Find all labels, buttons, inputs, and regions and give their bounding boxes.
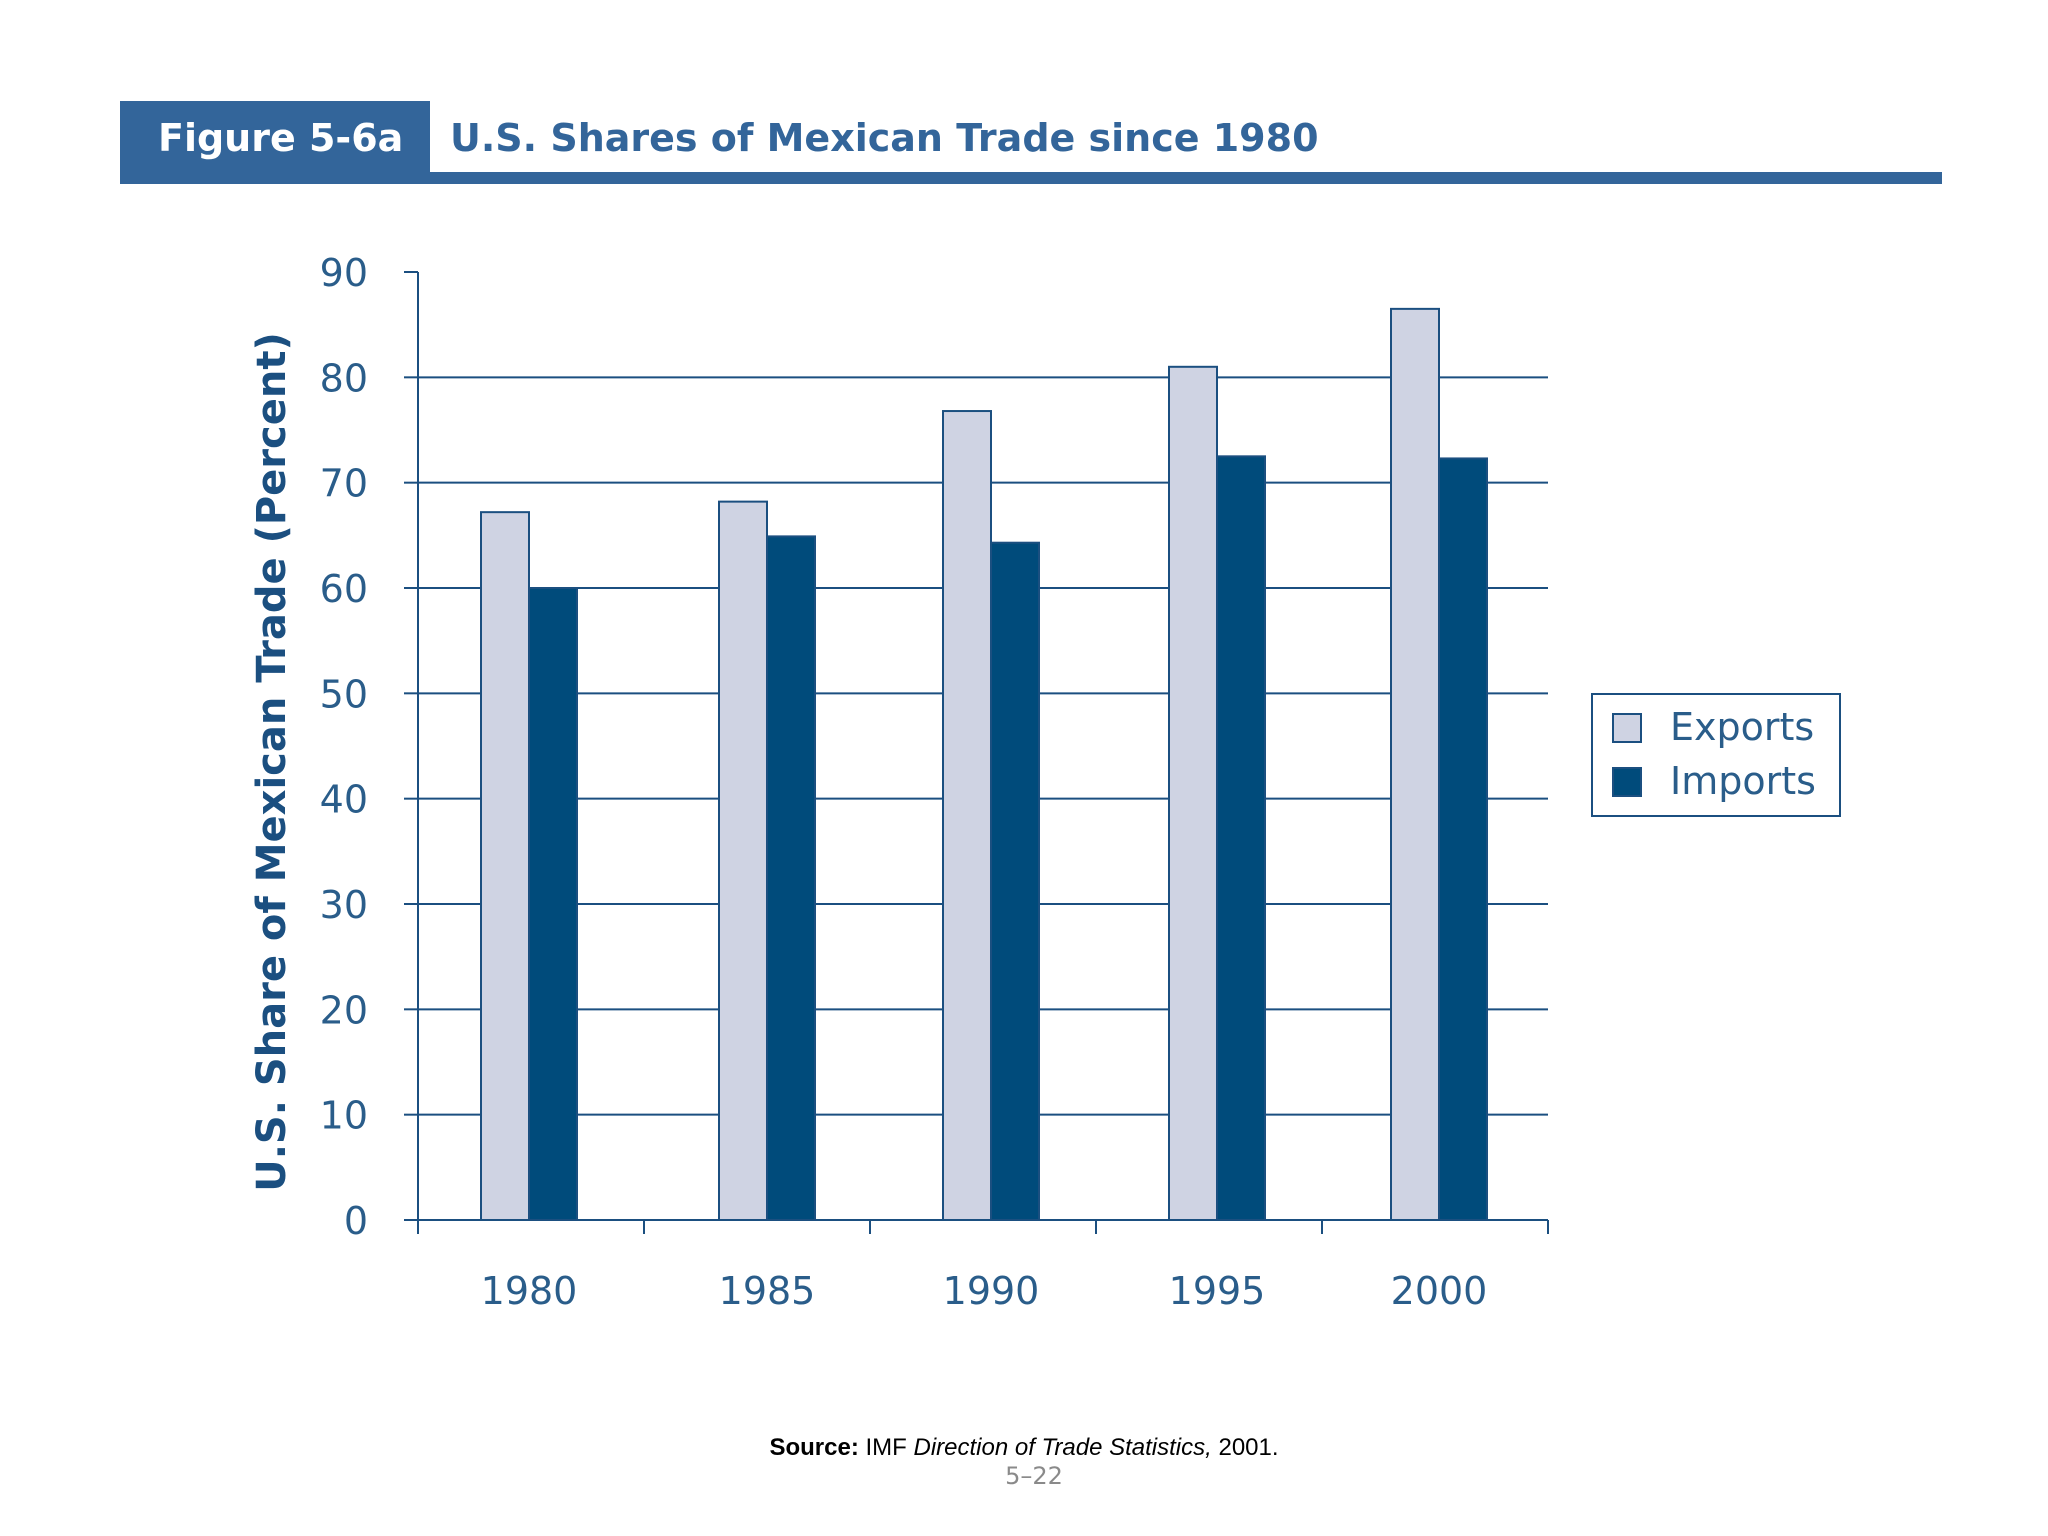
source-year: 2001.: [1218, 1434, 1279, 1461]
bar-imports-1980: [528, 587, 578, 1221]
y-tick-label: 0: [344, 1199, 368, 1243]
y-tick-label: 20: [320, 988, 368, 1032]
source-title: Direction of Trade Statistics,: [913, 1434, 1212, 1461]
y-tick-label: 30: [320, 883, 368, 927]
x-tick-label: 1980: [481, 1269, 578, 1313]
y-tick-label: 50: [320, 672, 368, 716]
bar-imports-1990: [990, 541, 1040, 1221]
y-tick-label: 70: [320, 462, 368, 506]
bar-chart: 0 10 20 30 40 50 60 70 80 90 1980 1985 1990 1995 2000 U…: [249, 251, 1841, 1313]
bar-exports-2000: [1390, 307, 1440, 1222]
figure-label: Figure 5-6a: [158, 116, 404, 160]
figure-title: U.S. Shares of Mexican Trade since 1980: [450, 116, 1319, 160]
title-rule: [120, 172, 1942, 184]
y-tick-label: 40: [320, 778, 368, 822]
y-tick-label: 60: [320, 567, 368, 611]
bar-imports-2000: [1438, 457, 1488, 1221]
bar-imports-1995: [1216, 455, 1266, 1222]
legend-swatch-imports: [1612, 767, 1642, 797]
bar-imports-1985: [766, 535, 816, 1221]
source-label: Source:: [769, 1434, 859, 1461]
x-tick-label: 2000: [1391, 1269, 1488, 1313]
legend-label-imports: Imports: [1670, 759, 1816, 803]
bar-exports-1985: [718, 500, 768, 1222]
x-tick-label: 1990: [943, 1269, 1040, 1313]
y-tick-label: 90: [320, 251, 368, 295]
bar-exports-1990: [942, 410, 992, 1222]
legend-label-exports: Exports: [1670, 705, 1814, 749]
figure-banner: [120, 101, 430, 176]
page-number: 5–22: [1005, 1462, 1063, 1490]
x-tick-label: 1995: [1169, 1269, 1266, 1313]
x-tick-label: 1985: [719, 1269, 816, 1313]
y-tick-label: 80: [320, 356, 368, 400]
bar-exports-1980: [480, 511, 530, 1221]
y-axis-label: U.S. Share of Mexican Trade (Percent): [249, 332, 295, 1192]
legend-swatch-exports: [1612, 713, 1642, 743]
source-prefix: IMF: [865, 1434, 907, 1461]
y-tick-label: 10: [320, 1094, 368, 1138]
source-note: Source: IMF Direction of Trade Statistic…: [0, 1434, 2048, 1462]
bar-exports-1995: [1168, 365, 1218, 1221]
